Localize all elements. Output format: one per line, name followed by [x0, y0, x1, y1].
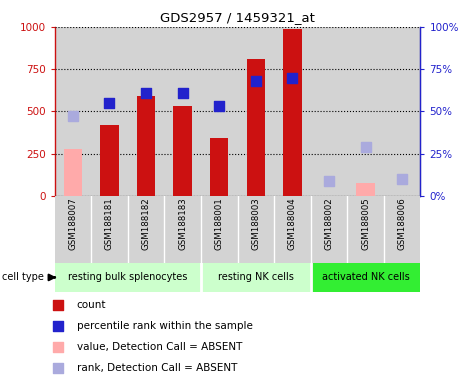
- Point: [69, 113, 77, 119]
- Bar: [201, 27, 238, 196]
- Bar: [283, 28, 302, 196]
- Bar: [347, 196, 384, 263]
- Text: GSM188001: GSM188001: [215, 197, 224, 250]
- Point: [252, 78, 259, 84]
- Bar: [64, 149, 82, 196]
- Text: cell type: cell type: [2, 272, 44, 283]
- Point: [398, 176, 406, 182]
- Bar: [100, 125, 119, 196]
- Bar: [164, 196, 201, 263]
- Bar: [55, 27, 91, 196]
- Text: GSM188182: GSM188182: [142, 197, 151, 250]
- Text: rank, Detection Call = ABSENT: rank, Detection Call = ABSENT: [76, 363, 237, 373]
- Point: [179, 90, 186, 96]
- Bar: [247, 59, 265, 196]
- Text: GSM188005: GSM188005: [361, 197, 370, 250]
- Bar: [173, 106, 192, 196]
- Bar: [311, 196, 347, 263]
- Text: resting NK cells: resting NK cells: [218, 272, 294, 283]
- Bar: [238, 196, 274, 263]
- Text: GSM188007: GSM188007: [68, 197, 77, 250]
- Text: percentile rank within the sample: percentile rank within the sample: [76, 321, 252, 331]
- Bar: [384, 196, 420, 263]
- Point: [267, 254, 275, 260]
- Text: GSM188183: GSM188183: [178, 197, 187, 250]
- Bar: [91, 27, 128, 196]
- Bar: [55, 263, 201, 292]
- Point: [142, 90, 150, 96]
- Bar: [201, 196, 238, 263]
- Title: GDS2957 / 1459321_at: GDS2957 / 1459321_at: [160, 11, 315, 24]
- Bar: [137, 96, 155, 196]
- Text: GSM188002: GSM188002: [324, 197, 333, 250]
- Text: GSM188004: GSM188004: [288, 197, 297, 250]
- Text: activated NK cells: activated NK cells: [322, 272, 409, 283]
- Bar: [356, 183, 375, 196]
- Bar: [55, 196, 91, 263]
- Bar: [347, 27, 384, 196]
- Text: GSM188006: GSM188006: [398, 197, 407, 250]
- Point: [325, 177, 332, 184]
- Bar: [128, 27, 164, 196]
- Text: value, Detection Call = ABSENT: value, Detection Call = ABSENT: [76, 342, 242, 352]
- Bar: [311, 263, 420, 292]
- Point: [362, 144, 370, 150]
- Bar: [238, 27, 274, 196]
- Point: [216, 103, 223, 109]
- Bar: [128, 196, 164, 263]
- Bar: [311, 27, 347, 196]
- Text: GSM188181: GSM188181: [105, 197, 114, 250]
- Text: GSM188003: GSM188003: [251, 197, 260, 250]
- Point: [289, 74, 296, 81]
- Bar: [274, 196, 311, 263]
- Bar: [384, 27, 420, 196]
- Bar: [164, 27, 201, 196]
- Point: [267, 62, 275, 68]
- Bar: [210, 138, 228, 196]
- Bar: [91, 196, 128, 263]
- Bar: [274, 27, 311, 196]
- Bar: [201, 263, 311, 292]
- Text: count: count: [76, 300, 106, 310]
- Point: [105, 100, 113, 106]
- Text: resting bulk splenocytes: resting bulk splenocytes: [68, 272, 188, 283]
